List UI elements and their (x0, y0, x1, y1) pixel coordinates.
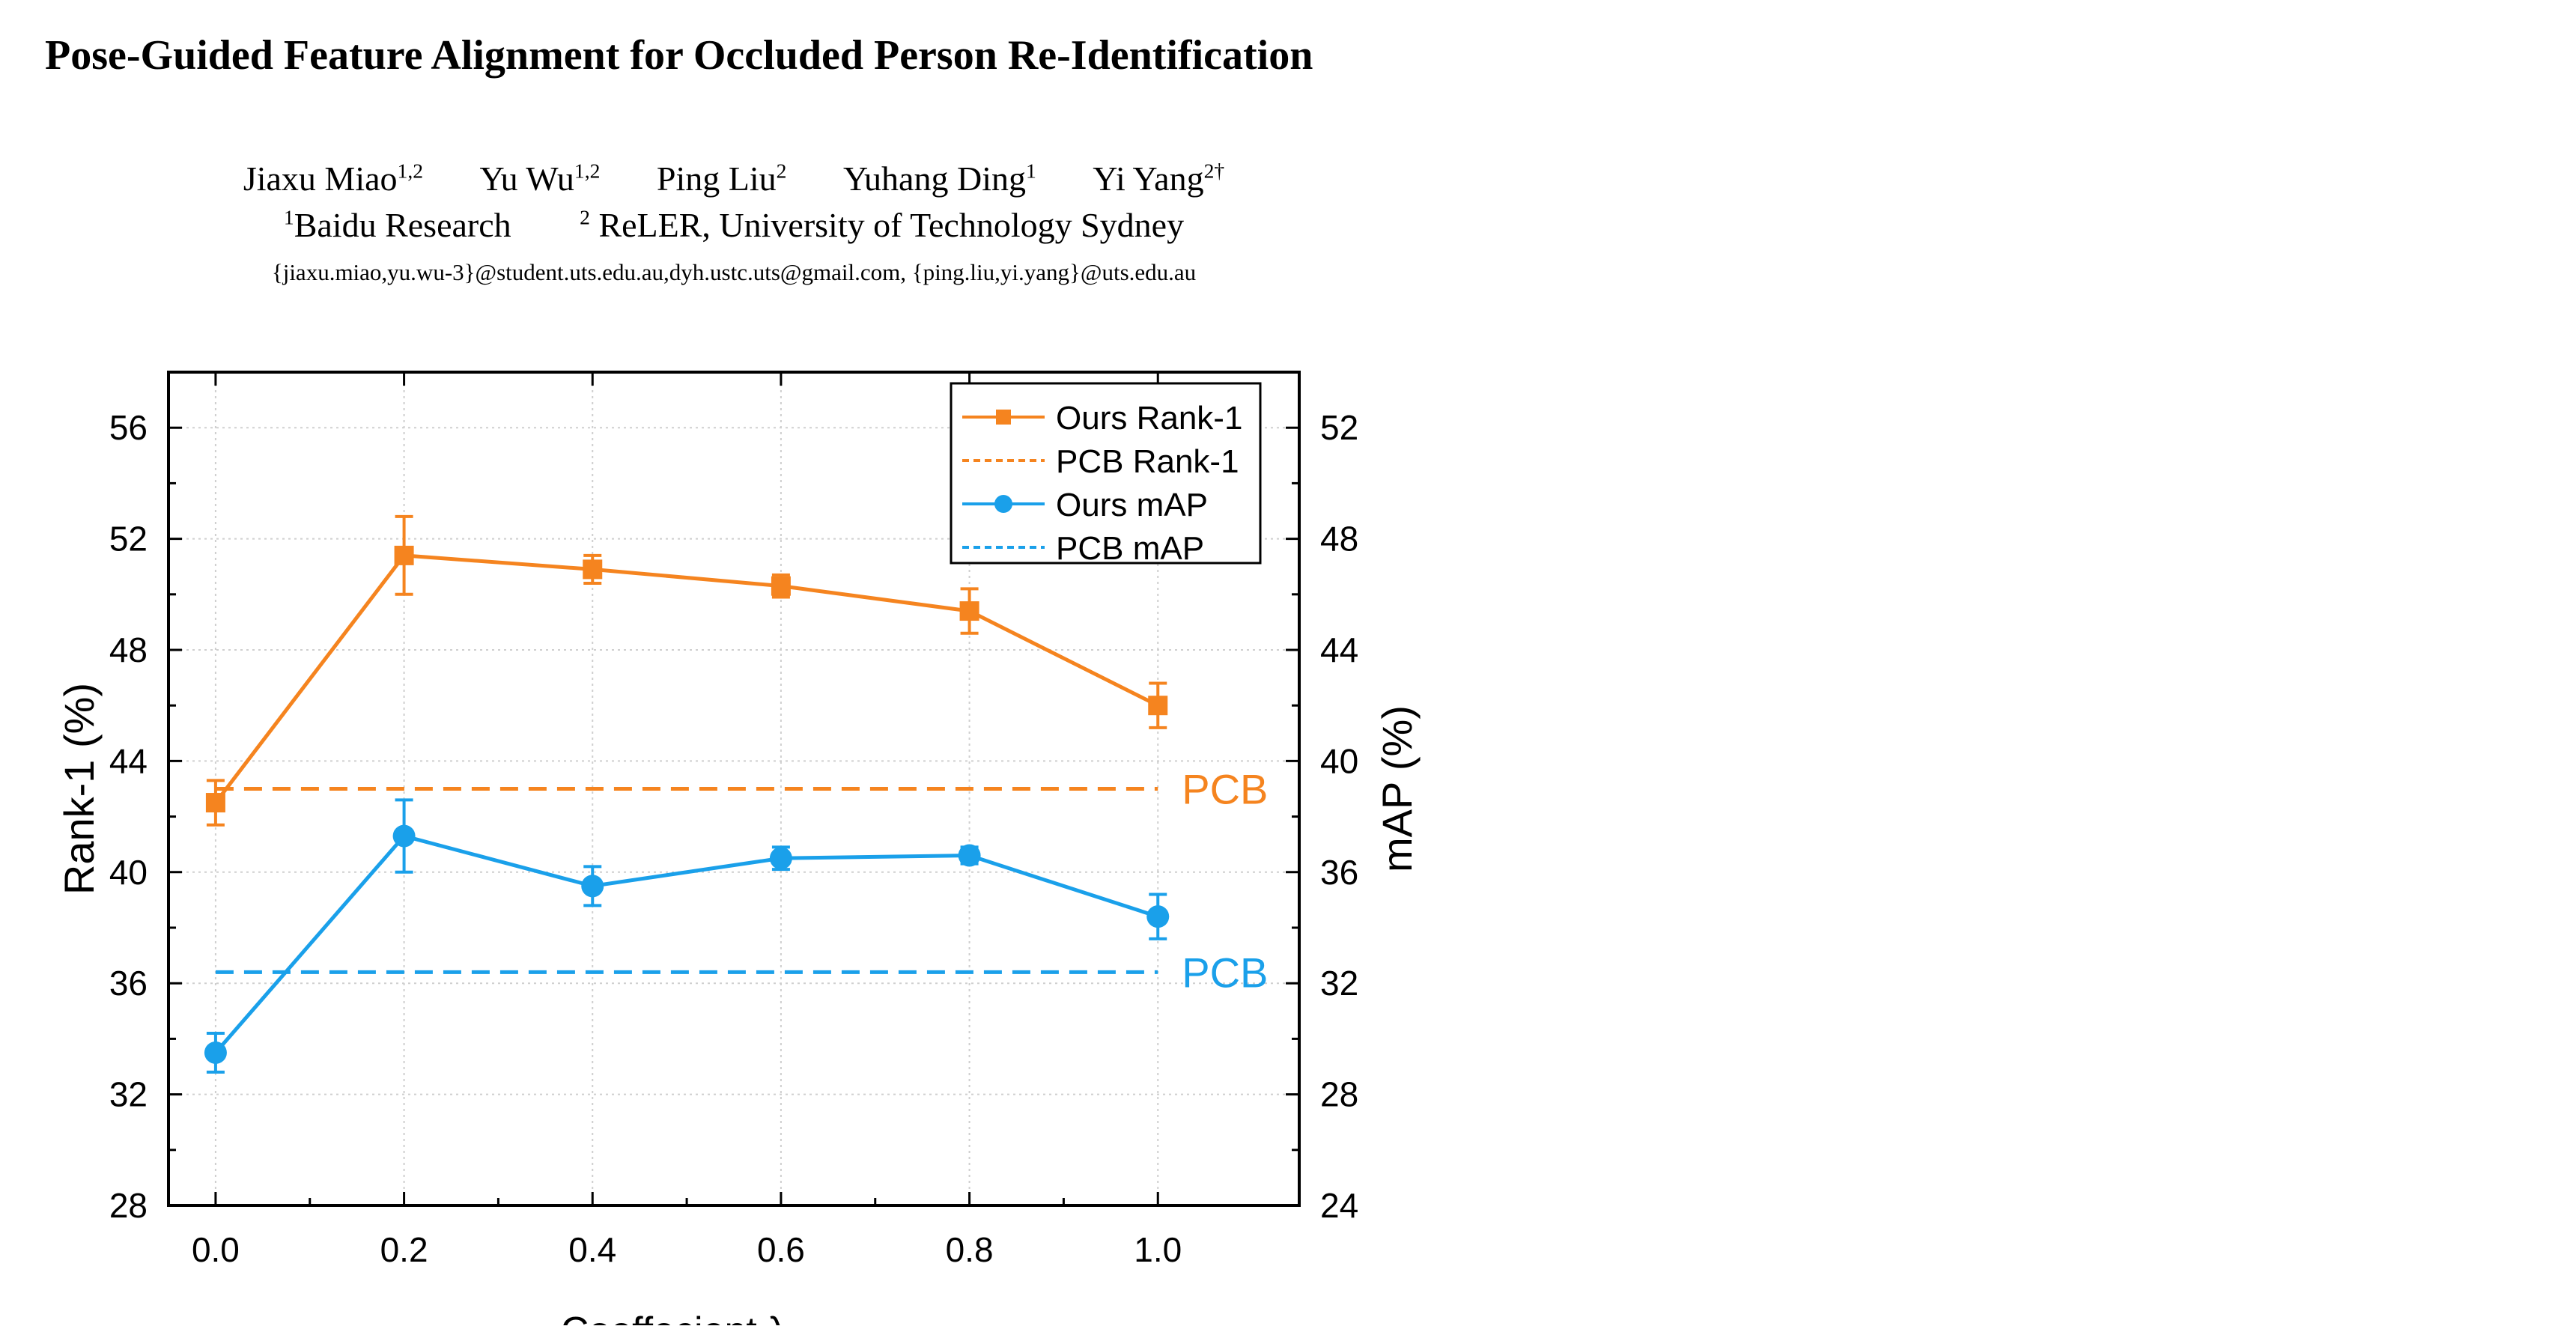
plot-frame (167, 371, 1301, 1207)
rank1-map-chart: 0.0 0.2 0.4 0.6 0.8 1.0 28 32 36 40 44 48 52 56 24 28 32… (55, 371, 1421, 1325)
legend-label: Ours mAP (1056, 487, 1208, 523)
data-point (394, 545, 414, 565)
affiliation-mark: 2 (580, 205, 590, 229)
legend-marker (996, 410, 1011, 425)
affiliation-name: ReLER, University of Technology Sydney (598, 206, 1185, 244)
author-name: Jiaxu Miao (243, 159, 398, 198)
x-tick-label: 0.2 (380, 1230, 428, 1269)
affiliation-2: 2 ReLER, University of Technology Sydney (580, 206, 1184, 244)
data-point (771, 576, 791, 596)
baseline-label-0: PCB (1182, 766, 1268, 813)
y2-tick-label: 36 (1320, 853, 1358, 892)
legend-marker (994, 495, 1012, 513)
y2-tick-label: 52 (1320, 408, 1358, 447)
author-name: Yu Wu (479, 159, 574, 198)
legend-label: Ours Rank-1 (1056, 400, 1242, 437)
author-affiliation-mark: 2 (776, 159, 787, 183)
baseline-label-1: PCB (1182, 949, 1268, 996)
data-point (1148, 696, 1168, 716)
x-tick-label: 0.4 (568, 1230, 616, 1269)
author-affiliation-mark: 1,2 (397, 159, 424, 183)
author-3: Ping Liu2 (657, 159, 787, 198)
series-line-1 (214, 833, 1159, 1054)
x-axis-label: Coeffecient λ (561, 1310, 788, 1325)
affiliation-1: 1Baidu Research (284, 206, 511, 244)
y2-axis-label: mAP (%) (1373, 705, 1421, 872)
author-1: Jiaxu Miao1,2 (243, 159, 423, 198)
series-line-0 (213, 553, 1159, 804)
data-point (392, 824, 416, 848)
y-tick-label: 32 (109, 1075, 148, 1114)
affiliation-list: 1Baidu Research 2 ReLER, University of T… (0, 205, 1468, 245)
author-name: Ping Liu (656, 159, 777, 198)
paper-title: Pose-Guided Feature Alignment for Occlud… (45, 32, 1313, 79)
author-list: Jiaxu Miao1,2 Yu Wu1,2 Ping Liu2 Yuhang … (0, 159, 1468, 198)
y2-tick-label: 32 (1320, 964, 1358, 1003)
x-tick-label: 0.6 (757, 1230, 805, 1269)
data-point (204, 1041, 227, 1064)
x-tick-label: 0.0 (192, 1230, 240, 1269)
y2-tick-label: 48 (1320, 520, 1358, 559)
legend-label: PCB Rank-1 (1056, 443, 1239, 480)
affiliation-mark: 1 (283, 205, 294, 229)
y2-tick-label: 28 (1320, 1075, 1358, 1114)
y-tick-label: 56 (109, 408, 148, 447)
author-4: Yuhang Ding1 (843, 159, 1036, 198)
y2-tick-label: 40 (1320, 741, 1358, 780)
y-tick-label: 40 (109, 853, 148, 892)
author-affiliation-mark: 1,2 (574, 159, 601, 183)
y-tick-label: 52 (109, 520, 148, 559)
data-point (958, 844, 981, 867)
y-tick-label: 28 (109, 1186, 148, 1225)
author-5: Yi Yang2† (1093, 159, 1224, 198)
y2-tick-label: 44 (1320, 630, 1358, 669)
y-axis-label: Rank-1 (%) (55, 683, 103, 895)
y-tick-label: 44 (109, 741, 148, 780)
affiliation-name: Baidu Research (294, 206, 511, 244)
author-2: Yu Wu1,2 (480, 159, 601, 198)
author-affiliation-mark: 2† (1203, 159, 1225, 183)
author-name: Yuhang Ding (842, 159, 1026, 198)
data-point (769, 847, 792, 870)
author-name: Yi Yang (1093, 159, 1204, 198)
legend-label: PCB mAP (1056, 530, 1204, 567)
data-point (1146, 905, 1170, 928)
author-affiliation-mark: 1 (1025, 159, 1036, 183)
author-emails: {jiaxu.miao,yu.wu-3}@student.uts.edu.au,… (271, 259, 1197, 285)
data-point (205, 793, 225, 813)
x-tick-label: 1.0 (1134, 1230, 1182, 1269)
data-point (581, 875, 604, 898)
y2-tick-label: 24 (1320, 1186, 1358, 1225)
y-tick-label: 48 (109, 630, 148, 669)
data-point (959, 601, 979, 621)
data-point (583, 559, 603, 580)
y-tick-label: 36 (109, 964, 148, 1003)
x-tick-label: 0.8 (946, 1230, 994, 1269)
